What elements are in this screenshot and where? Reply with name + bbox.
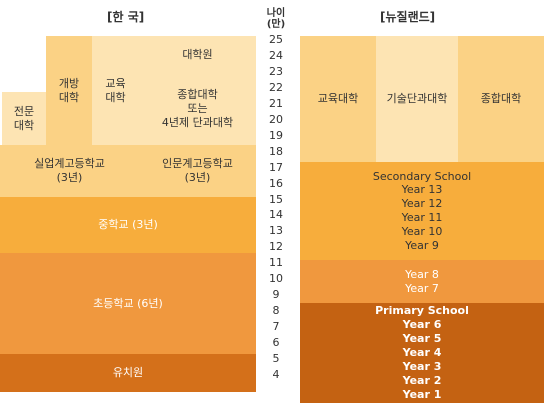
korea-elementary-school: 초등학교 (6년) [0,253,256,354]
korea-academic-high-line1: 인문계고등학교 [162,157,233,170]
age-label: 21 [269,96,283,110]
nz-secondary-year10: Year 10 [401,224,443,238]
nz-secondary-year12: Year 12 [401,197,443,211]
nz-header: [뉴질랜드] [380,10,436,24]
korea-academic-high-line2: (3년) [184,171,211,184]
nz-primary-year6: Year 6 [402,318,442,331]
age-label: 12 [269,240,283,254]
nz-secondary-year11: Year 11 [401,211,443,224]
age-header-unit: (만) [266,19,286,30]
korea-university-line3: 4년제 단과대학 [161,116,234,129]
age-label: 14 [269,208,283,222]
korea-university-line1: 종합대학 [177,88,218,101]
korea-open-university: 개방 대학 [46,36,92,145]
age-label: 23 [269,64,283,78]
korea-vocational-college-line2: 대학 [13,118,35,132]
age-label: 13 [269,224,283,238]
nz-college-of-education-label: 교육대학 [317,92,359,105]
age-label: 9 [272,288,280,302]
age-label: 11 [269,256,283,270]
nz-primary-year3: Year 3 [402,360,442,373]
korea-vocational-high-line1: 실업계고등학교 [34,157,105,170]
korea-graduate-school-label: 대학원 [182,47,213,61]
korea-header: [한 국] [107,10,145,24]
nz-primary-year1: Year 1 [402,388,442,401]
korea-elementary-school-label: 초등학교 (6년) [93,296,163,310]
korea-vocational-college-line1: 전문 [13,104,35,118]
korea-open-university-line2: 대학 [58,90,80,104]
age-label: 6 [272,336,280,350]
nz-primary-year2: Year 2 [402,374,442,387]
korea-university: 종합대학 또는 4년제 단과대학 [139,73,256,145]
nz-secondary-title: Secondary School [372,169,472,183]
nz-intermediate-year7: Year 7 [405,281,439,295]
korea-education-university-line1: 교육 [105,76,126,90]
korea-vocational-high-school: 실업계고등학교 (3년) [0,145,139,197]
nz-intermediate: Year 8 Year 7 [300,260,544,303]
age-label: 15 [269,192,283,206]
age-label: 17 [269,160,283,174]
korea-vocational-high-line2: (3년) [56,171,83,184]
nz-polytechnic-label: 기술단과대학 [386,92,448,105]
nz-primary-year5: Year 5 [402,332,442,345]
nz-secondary-year9: Year 9 [405,238,439,252]
korea-graduate-school: 대학원 [139,36,256,73]
korea-kindergarten: 유치원 [0,354,256,392]
age-label: 16 [269,176,283,190]
korea-university-line2: 또는 [187,102,208,115]
age-label: 4 [272,367,280,381]
nz-primary-school: Primary School Year 6 Year 5 Year 4 Year… [300,303,544,403]
nz-polytechnic: 기술단과대학 [376,36,458,162]
korea-academic-high-school: 인문계고등학교 (3년) [139,145,256,197]
nz-secondary-year13: Year 13 [401,183,443,197]
korea-kindergarten-label: 유치원 [112,366,144,379]
korea-middle-school-label: 중학교 (3년) [98,218,158,231]
age-header-label: 나이 [266,8,286,19]
korea-middle-school: 중학교 (3년) [0,197,256,253]
age-label: 25 [269,33,283,46]
nz-primary-year4: Year 4 [402,346,442,359]
nz-secondary-school: Secondary School Year 13 Year 12 Year 11… [300,162,544,260]
nz-college-of-education: 교육대학 [300,36,376,162]
age-label: 22 [269,80,283,94]
age-label: 24 [269,48,283,62]
korea-education-university-line2: 대학 [105,90,126,104]
age-label: 8 [272,304,280,318]
nz-primary-title: Primary School [375,304,469,317]
age-label: 19 [269,128,283,142]
korea-vocational-college: 전문 대학 [2,92,46,145]
age-label: 20 [269,112,283,126]
nz-intermediate-year8: Year 8 [405,267,439,281]
korea-education-university: 교육 대학 [92,36,139,145]
age-header: 나이 (만) [261,8,291,30]
korea-open-university-line1: 개방 [58,76,80,90]
nz-university-label: 종합대학 [480,92,522,105]
nz-university: 종합대학 [458,36,544,162]
age-label: 7 [272,320,280,334]
age-label: 18 [269,144,283,158]
age-label: 10 [269,272,283,286]
age-label: 5 [272,352,280,365]
